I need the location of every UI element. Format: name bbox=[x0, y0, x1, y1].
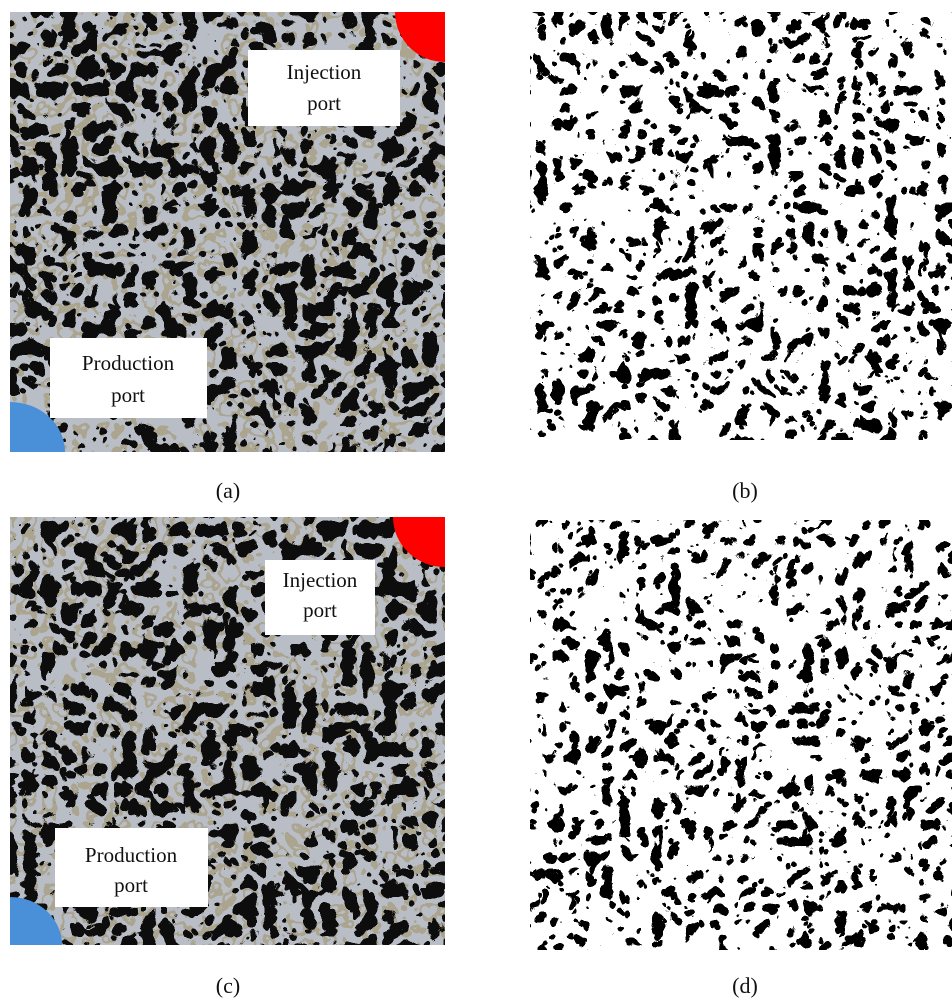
annotation-text: port bbox=[303, 598, 337, 622]
annotation-text: Production bbox=[85, 843, 178, 867]
figure: Injection port Production port (a) (b) I… bbox=[0, 0, 952, 1005]
panel-b: (b) bbox=[530, 12, 952, 503]
annotation-text: Injection bbox=[283, 568, 358, 592]
annotation-text: port bbox=[111, 383, 145, 407]
panel-d: (d) bbox=[530, 520, 952, 998]
panel-a: Injection port Production port (a) bbox=[10, 12, 445, 503]
annotation-text: port bbox=[114, 873, 148, 897]
panel-label: (a) bbox=[216, 478, 240, 503]
annotation-text: port bbox=[307, 91, 341, 115]
panel-label: (b) bbox=[732, 478, 758, 503]
panel-c: Injection port Production port (c) bbox=[10, 517, 445, 998]
binary-network bbox=[530, 12, 952, 440]
annotation-text: Injection bbox=[287, 60, 362, 84]
panel-label: (d) bbox=[732, 973, 758, 998]
panel-label: (c) bbox=[216, 973, 240, 998]
binary-network bbox=[530, 520, 952, 950]
annotation-text: Production bbox=[82, 351, 175, 375]
